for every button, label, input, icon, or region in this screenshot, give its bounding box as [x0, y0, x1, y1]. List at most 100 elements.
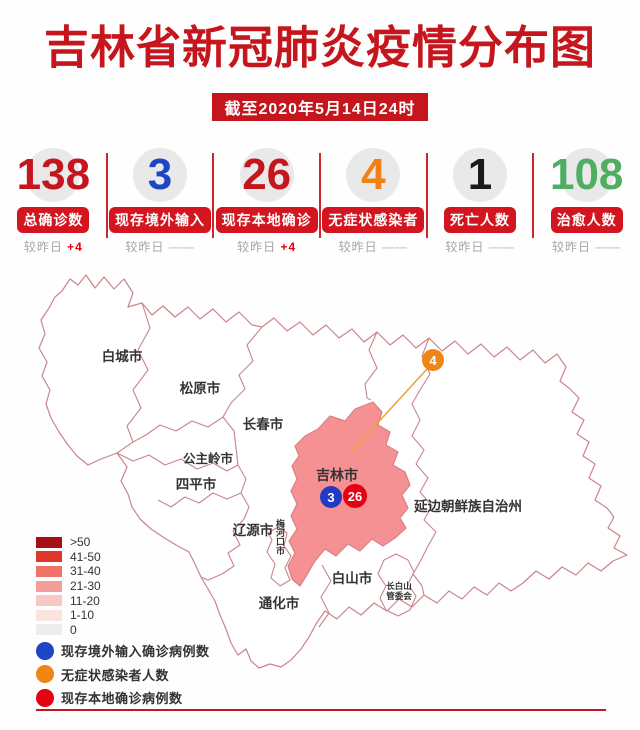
- stat-delta: 较昨日 +4: [23, 240, 83, 254]
- stat-circle: [239, 148, 294, 202]
- asymptomatic-dot-icon: [36, 665, 54, 684]
- bottom-divider-rule: [36, 709, 606, 711]
- scale-range-label: 41-50: [70, 549, 101, 564]
- stat-divider: [532, 153, 535, 238]
- border-siping-liaoyuan: [157, 492, 242, 508]
- scale-row: 41-50: [36, 550, 101, 565]
- map-label-changchun: 长春市: [243, 416, 284, 432]
- stat-asymptomatic: 4 无症状感染者 较昨日 ——: [320, 143, 428, 255]
- imported-dot-icon: [36, 641, 54, 660]
- dot-legend-label: 现存本地确诊病例数: [61, 691, 183, 707]
- stat-delta: 较昨日 ——: [125, 240, 195, 254]
- scale-swatch: [36, 536, 62, 548]
- dot-legend-row: 现存境外输入确诊病例数: [36, 639, 210, 663]
- border-yanbian-west: [411, 337, 437, 547]
- border-meihekou-blob: [266, 526, 292, 587]
- stat-existing-imported: 3 现存境外输入 较昨日 ——: [107, 143, 215, 255]
- asymptomatic-marker-circle: [422, 349, 444, 371]
- stat-delta: 较昨日 +4: [237, 240, 297, 254]
- map-label-baishan: 白山市: [332, 570, 373, 586]
- choropleth-scale-legend: >50 41-50 31-40 21-30 11-20 1-10 0: [36, 535, 101, 637]
- scale-swatch: [36, 595, 62, 607]
- scale-range-label: 1-10: [70, 608, 95, 623]
- stat-delta-value: ——: [488, 240, 515, 254]
- border-songyuan-changchun: [222, 326, 263, 418]
- stat-delta-value: +4: [280, 240, 297, 254]
- local-dot-icon: [36, 688, 54, 707]
- stat-delta: 较昨日 ——: [338, 240, 409, 254]
- scale-range-label: 21-30: [70, 579, 101, 594]
- imported-marker-value: 3: [327, 490, 334, 505]
- asymptomatic-marker-value: 4: [429, 353, 437, 368]
- stat-label-pill: 总确诊数: [17, 207, 90, 233]
- scale-row: 11-20: [36, 593, 101, 608]
- scale-swatch: [36, 551, 62, 563]
- map-label-changbaishan-2: 管委会: [386, 591, 412, 601]
- border-tonghua-baishan: [318, 564, 332, 628]
- border-gongzhuling-siping: [116, 452, 239, 472]
- stat-delta-value: ——: [168, 240, 195, 254]
- stat-label-pill: 现存境外输入: [109, 207, 211, 233]
- scale-swatch: [36, 580, 62, 592]
- stat-circle: [26, 148, 81, 202]
- stat-value: 138: [16, 150, 91, 199]
- border-songyuan-gongzhuling: [132, 416, 224, 443]
- stat-total-confirmed: 138 总确诊数 较昨日 +4: [0, 143, 108, 255]
- scale-range-label: 31-40: [70, 564, 101, 579]
- stat-value: 108: [549, 150, 624, 199]
- border-liaoyuan-tonghua: [200, 518, 245, 581]
- stat-circle: [346, 148, 401, 202]
- scale-range-label: >50: [70, 535, 91, 550]
- map-label-liaoyuan: 辽源市: [233, 522, 274, 538]
- map-label-songyuan: 松原市: [180, 380, 221, 396]
- border-north-white-region: [364, 331, 378, 401]
- map-label-yanbian: 延边朝鲜族自治州: [413, 498, 522, 514]
- asymptomatic-callout-line: [350, 368, 428, 453]
- scale-row: 0: [36, 623, 101, 638]
- stat-delta-value: ——: [595, 240, 622, 254]
- stat-cured: 108 治愈人数 较昨日 ——: [533, 143, 640, 255]
- stat-label-pill: 无症状感染者: [322, 207, 425, 233]
- dot-legend-label: 无症状感染者人数: [61, 667, 170, 683]
- stat-circle: [133, 148, 187, 202]
- marker-dot-legend: 现存境外输入确诊病例数 无症状感染者人数 现存本地确诊病例数: [36, 639, 210, 710]
- as-of-date-banner: 截至2020年5月14日24时: [212, 93, 428, 121]
- map-label-gongzhuling: 公主岭市: [183, 451, 234, 466]
- scale-row: 31-40: [36, 564, 101, 579]
- stat-circle: [559, 148, 614, 202]
- stat-value: 26: [242, 150, 292, 199]
- stat-deaths: 1 死亡人数 较昨日 ——: [427, 143, 535, 255]
- dot-legend-label: 现存境外输入确诊病例数: [61, 644, 210, 660]
- stat-delta-value: ——: [382, 240, 409, 254]
- dot-legend-row: 无症状感染者人数: [36, 663, 210, 687]
- scale-range-label: 0: [70, 622, 77, 637]
- local-marker-circle: [343, 484, 367, 508]
- border-baicheng-songyuan: [116, 302, 151, 454]
- stats-row: 138 总确诊数 较昨日 +4 3 现存境外输入 较昨日 —— 26 现存本地确…: [0, 143, 640, 255]
- stat-circle: [453, 148, 508, 202]
- scale-row: 21-30: [36, 579, 101, 594]
- stat-delta: 较昨日 ——: [445, 240, 515, 254]
- scale-swatch: [36, 565, 62, 577]
- map-label-baicheng: 白城市: [102, 348, 143, 364]
- map-label-tonghua: 通化市: [259, 595, 300, 611]
- scale-swatch: [36, 624, 62, 636]
- local-marker-value: 26: [348, 489, 362, 504]
- stat-delta-value: +4: [67, 240, 83, 254]
- stat-divider: [212, 153, 215, 238]
- map-label-changbaishan-1: 长白山: [386, 581, 412, 591]
- imported-marker-circle: [320, 486, 342, 508]
- region-borders: [116, 302, 437, 628]
- stat-value: 1: [467, 150, 493, 199]
- subtitle-banner-wrap: 截至2020年5月14日24时: [0, 93, 640, 121]
- stat-value: 3: [147, 150, 173, 199]
- stat-label-pill: 现存本地确诊: [215, 207, 318, 233]
- stat-label-pill: 治愈人数: [550, 207, 623, 233]
- scale-swatch: [36, 609, 62, 621]
- border-changbaishan-blob: [377, 553, 417, 617]
- stat-delta: 较昨日 ——: [552, 240, 622, 254]
- map-label-jilin-city: 吉林市: [316, 467, 358, 483]
- page-title: 吉林省新冠肺炎疫情分布图: [43, 22, 596, 73]
- scale-range-label: 11-20: [70, 593, 100, 608]
